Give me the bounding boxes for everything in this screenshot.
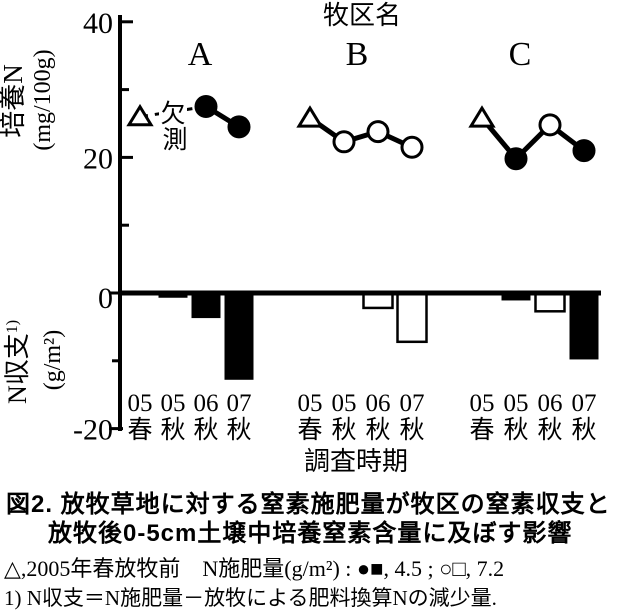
y-axis-unit-top: (mg/100g) <box>30 49 56 150</box>
figure-caption-line2: 放牧後0-5cm土壌中培養窒素含量に及ぼす影響 <box>48 520 573 547</box>
y-tick-label--20: -20 <box>73 414 113 447</box>
y-axis-title-bottom-sup: 1) <box>4 320 21 333</box>
bar-C-slot1 <box>501 293 531 301</box>
x-axis-title: 調査時期 <box>304 447 408 476</box>
x-year-label-C-3: 07 <box>572 390 597 417</box>
y-tick-label-0: 0 <box>98 282 113 315</box>
y-axis-unit-bottom: (g/m²) <box>40 330 66 391</box>
x-year-label-B-3: 07 <box>400 390 425 417</box>
nitrogen-chart: 40200-20欠測牧区名A B C05 05 06 07春秋秋秋05 05 06 07春秋秋秋… <box>0 1 601 476</box>
x-season-label-B-1: 秋 <box>331 416 356 444</box>
x-season-label-C-0: 春 <box>469 416 494 444</box>
y-tick-label-20: 20 <box>83 142 113 175</box>
figure-caption-line1: 図2. 放牧草地に対する窒素施肥量が牧区の窒素収支と <box>6 491 611 518</box>
marker-open-circle-B-slot3 <box>400 135 424 159</box>
missing-label-mask <box>159 97 187 125</box>
x-year-label-B-2: 06 <box>366 390 391 417</box>
x-season-label-A-2: 秋 <box>193 416 218 444</box>
y-tick-label-40: 40 <box>83 7 113 40</box>
marker-open-circle-B-slot2 <box>366 120 390 144</box>
missing-label-char2: 測 <box>162 126 187 154</box>
x-season-label-C-3: 秋 <box>571 416 596 444</box>
bar-A-slot2 <box>191 293 221 319</box>
bar-B-slot3 <box>396 291 428 344</box>
bar-C-slot2 <box>534 291 566 313</box>
x-year-label-C-1: 05 <box>504 390 529 417</box>
x-season-label-B-2: 秋 <box>365 416 390 444</box>
paddock-header-label: 牧区名 <box>323 1 401 30</box>
x-year-label-B-0: 05 <box>298 390 323 417</box>
x-season-label-A-1: 秋 <box>160 416 185 444</box>
marker-filled-circle-C-slot1 <box>504 147 528 171</box>
x-season-label-A-0: 春 <box>127 416 152 444</box>
x-season-label-B-3: 秋 <box>399 416 424 444</box>
x-season-label-C-1: 秋 <box>503 416 528 444</box>
group-label-C: C <box>509 36 532 73</box>
marker-open-triangle-B-slot0 <box>296 105 324 128</box>
group-label-A: A <box>188 36 213 73</box>
y-axis-title-top: 培養N <box>0 64 28 138</box>
x-year-label-C-2: 06 <box>538 390 563 417</box>
legend-text: △,2005年春放牧前 N施肥量(g/m²) : ●■, 4.5 ; ○□, 7… <box>4 556 505 581</box>
x-year-label-A-0: 05 <box>128 390 153 417</box>
bar-A-slot3 <box>224 293 254 380</box>
marker-filled-circle-A-slot3 <box>227 115 251 139</box>
bar-C-slot3 <box>569 293 599 360</box>
y-axis-title-bottom: N収支1) <box>3 320 32 404</box>
x-season-label-C-2: 秋 <box>537 416 562 444</box>
group-label-B: B <box>346 36 369 73</box>
marker-open-circle-C-slot2 <box>538 113 562 137</box>
marker-open-circle-B-slot1 <box>332 130 356 154</box>
marker-open-triangle-C-slot0 <box>468 105 496 128</box>
marker-filled-circle-A-slot2 <box>194 95 218 119</box>
footnote-text: 1) N収支＝N施肥量－放牧による肥料換算Nの減少量. <box>4 586 497 610</box>
x-year-label-B-1: 05 <box>332 390 357 417</box>
x-season-label-B-0: 春 <box>297 416 322 444</box>
x-year-label-A-3: 07 <box>227 390 252 417</box>
x-year-label-A-2: 06 <box>194 390 219 417</box>
missing-label-char1: 欠 <box>160 100 185 128</box>
marker-open-triangle-A-slot0 <box>126 103 154 127</box>
marker-filled-circle-C-slot3 <box>572 139 596 163</box>
x-year-label-C-0: 05 <box>470 390 495 417</box>
x-season-label-A-3: 秋 <box>226 416 251 444</box>
x-year-label-A-1: 05 <box>161 390 186 417</box>
chart-area: 40 20 0 -20 欠測牧区名 A B C 05 05 06 07 春秋秋秋 05 05 06 07 春秋秋秋… <box>0 1 601 476</box>
